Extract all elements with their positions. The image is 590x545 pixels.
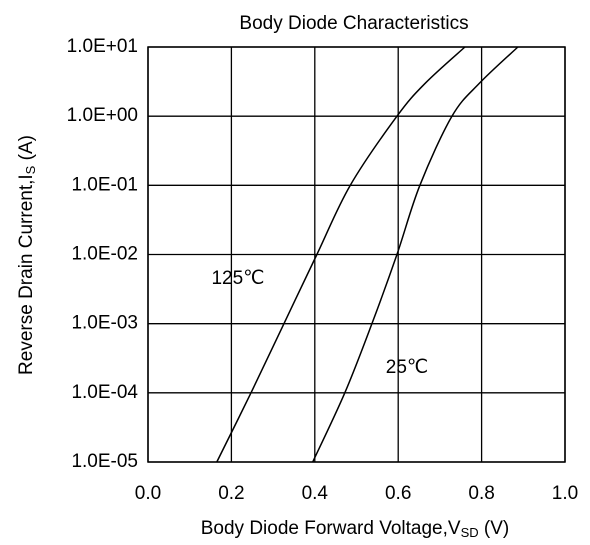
curve bbox=[216, 46, 466, 463]
y-tick-label: 1.0E-04 bbox=[71, 382, 138, 403]
x-label-sub: SD bbox=[461, 525, 479, 540]
x-tick-label: 0.2 bbox=[218, 483, 244, 504]
y-tick-label: 1.0E+00 bbox=[67, 105, 138, 126]
y-axis-label: Reverse Drain Current,IS (A) bbox=[16, 135, 38, 375]
y-tick-label: 1.0E-05 bbox=[71, 451, 138, 472]
x-label-main: Body Diode Forward Voltage,V bbox=[201, 518, 461, 539]
x-label-unit: (V) bbox=[479, 518, 510, 539]
x-tick-label: 0.8 bbox=[468, 483, 494, 504]
y-label-sub: S bbox=[23, 165, 38, 174]
curve-label: 25℃ bbox=[386, 357, 428, 378]
y-tick-label: 1.0E-03 bbox=[71, 313, 138, 334]
chart-title: Body Diode Characteristics bbox=[239, 13, 468, 34]
y-tick-label: 1.0E-01 bbox=[71, 174, 138, 195]
y-label-main: Reverse Drain Current,I bbox=[16, 174, 37, 375]
y-tick-label: 1.0E-02 bbox=[71, 244, 138, 265]
curve bbox=[312, 46, 519, 463]
plot-frame bbox=[147, 46, 566, 463]
curve-label: 125℃ bbox=[211, 268, 264, 289]
x-axis-label: Body Diode Forward Voltage,VSD (V) bbox=[201, 518, 509, 540]
x-tick-label: 1.0 bbox=[552, 483, 578, 504]
y-label-unit: (A) bbox=[16, 135, 37, 166]
x-tick-label: 0.6 bbox=[385, 483, 411, 504]
y-tick-label: 1.0E+01 bbox=[67, 36, 138, 57]
x-tick-label: 0.4 bbox=[302, 483, 329, 504]
x-tick-label: 0.0 bbox=[135, 483, 161, 504]
